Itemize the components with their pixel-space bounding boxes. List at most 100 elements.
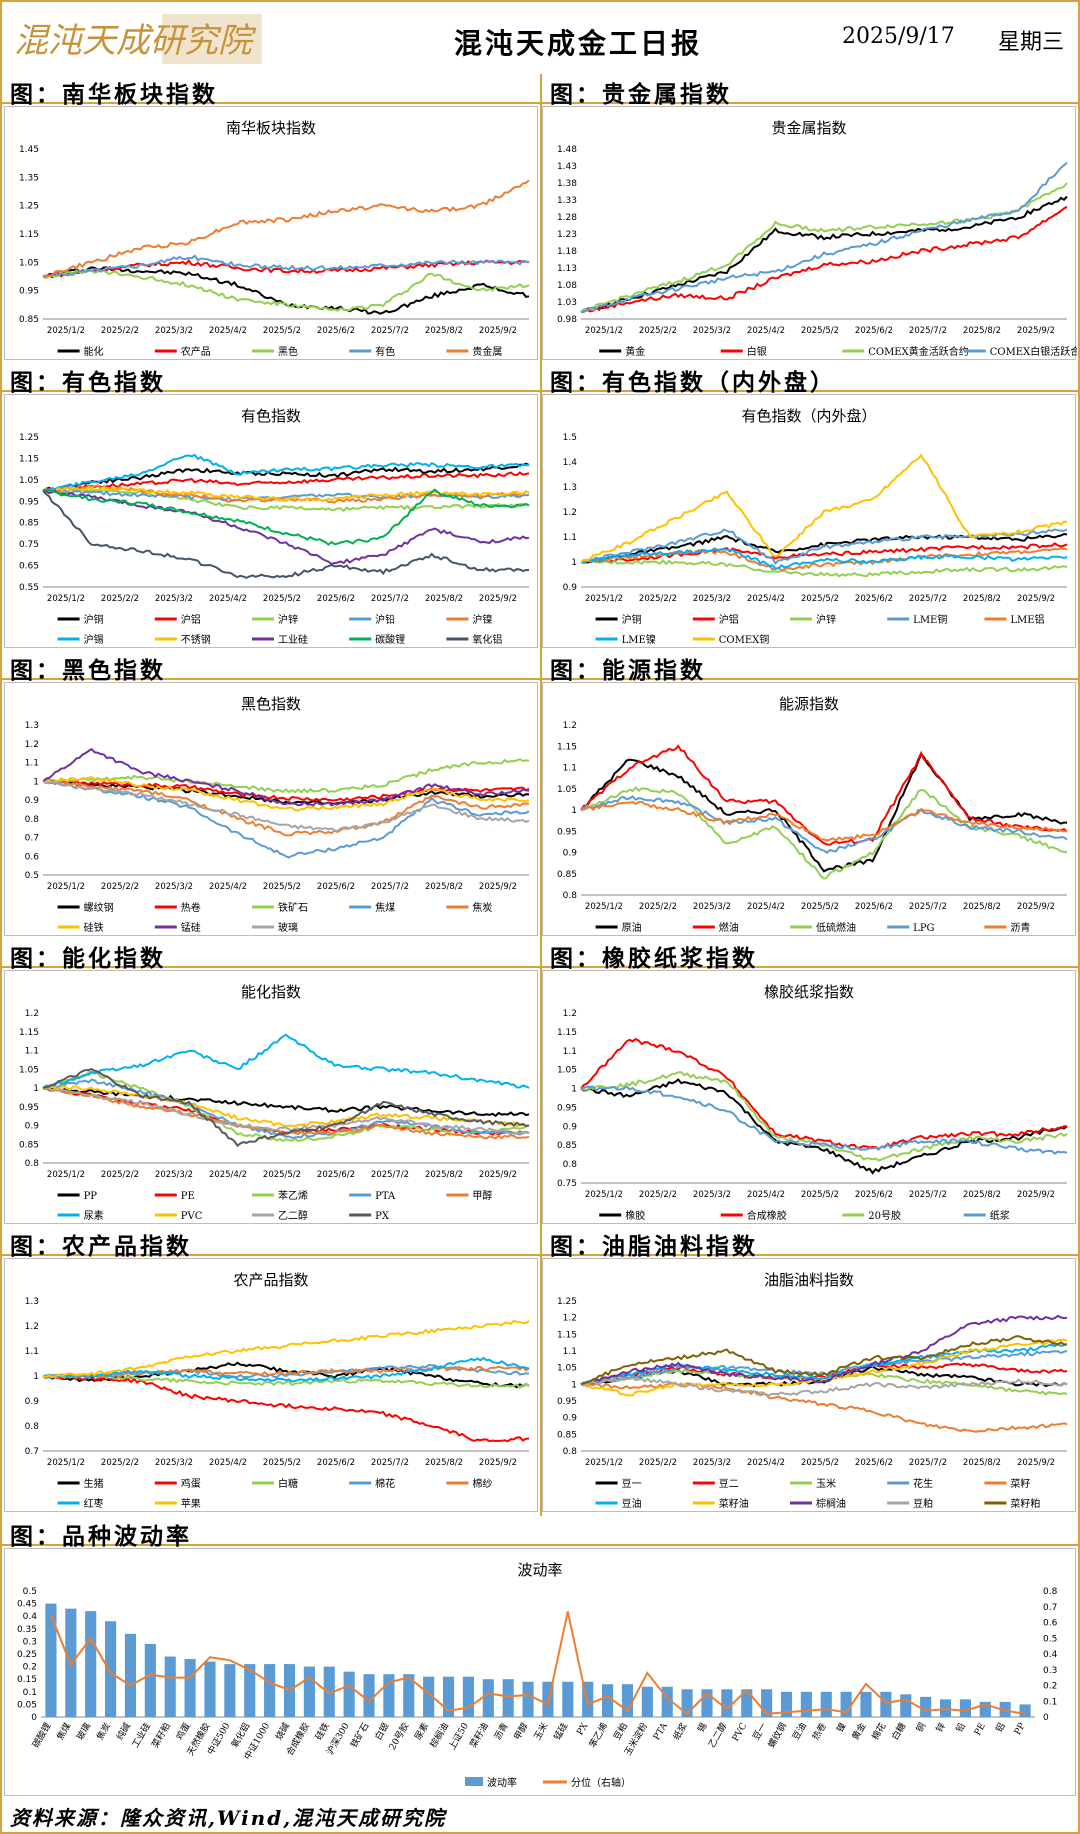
section-title: 图：油脂油料指数 bbox=[550, 1233, 758, 1260]
legend-label: 黑色 bbox=[278, 345, 298, 358]
y2-tick-label: 0.8 bbox=[1043, 1587, 1058, 1597]
section-title: 图：橡胶纸浆指数 bbox=[550, 945, 758, 972]
legend-label: LPG bbox=[913, 923, 934, 934]
chart-panel: 橡胶纸浆指数 1.2 1.15 1.1 1.05 1 0.95 0.9 0.85 0.8 0.75 2… bbox=[542, 970, 1076, 1224]
category-label: 铅 bbox=[953, 1721, 968, 1735]
source-footer: 资料来源：隆众资讯,Wind,混沌天成研究院 bbox=[10, 1806, 447, 1830]
y2-tick-label: 0.3 bbox=[1043, 1666, 1057, 1676]
y-tick-label: 1.43 bbox=[557, 162, 577, 172]
category-label: PTA bbox=[652, 1721, 670, 1742]
legend-label: PTA bbox=[375, 1191, 396, 1202]
section-title: 图：能源指数 bbox=[550, 657, 706, 684]
series-line-尿素 bbox=[42, 1033, 530, 1089]
y-tick-label: 1.1 bbox=[25, 1047, 39, 1057]
logo-icon: 混沌天成研究院 bbox=[14, 14, 262, 64]
category-label: 碳酸锂 bbox=[30, 1721, 54, 1750]
y-tick-label: 0.95 bbox=[19, 1103, 39, 1113]
y-tick-label: 0.8 bbox=[563, 1447, 578, 1457]
chart-panel: 南华板块指数 1.45 1.35 1.25 1.15 1.05 0.95 0.85 2025/1… bbox=[4, 106, 538, 360]
series-line-LME铝 bbox=[580, 547, 1068, 572]
x-tick-label: 2025/9/2 bbox=[1017, 326, 1055, 336]
x-tick-label: 2025/1/2 bbox=[585, 1458, 623, 1468]
y-tick-label: 0.5 bbox=[23, 1587, 37, 1597]
x-tick-label: 2025/7/2 bbox=[371, 1458, 409, 1468]
x-tick-label: 2025/1/2 bbox=[47, 326, 85, 336]
x-tick-label: 2025/5/2 bbox=[801, 902, 839, 912]
x-tick-label: 2025/7/2 bbox=[371, 594, 409, 604]
y-tick-label: 1.15 bbox=[557, 742, 577, 752]
volatility-bar-焦炭 bbox=[105, 1621, 117, 1717]
y2-tick-label: 0.5 bbox=[1043, 1634, 1057, 1644]
volatility-bar-合成橡胶 bbox=[303, 1666, 315, 1717]
legend-label: 棕榈油 bbox=[816, 1497, 846, 1510]
x-tick-label: 2025/3/2 bbox=[693, 1458, 731, 1468]
series-line-焦炭 bbox=[42, 780, 530, 837]
legend-label: PP bbox=[84, 1191, 98, 1202]
section-volatility: 图：品种波动率 bbox=[2, 1516, 1078, 1550]
series-line-铁矿石 bbox=[42, 758, 530, 794]
legend-label: 菜籽油 bbox=[719, 1497, 749, 1510]
volatility-bar-天然橡胶 bbox=[204, 1661, 216, 1717]
legend-label: 红枣 bbox=[84, 1497, 104, 1510]
x-tick-label: 2025/7/2 bbox=[909, 1190, 947, 1200]
y-tick-label: 0.55 bbox=[19, 583, 39, 593]
legend-label: 棉花 bbox=[375, 1477, 395, 1490]
y2-tick-label: 0.4 bbox=[1043, 1650, 1058, 1660]
x-tick-label: 2025/3/2 bbox=[693, 326, 731, 336]
legend-label: 白银 bbox=[747, 345, 767, 358]
y-tick-label: 1 bbox=[33, 1372, 39, 1382]
y-tick-label: 0.9 bbox=[563, 583, 578, 593]
legend-label: 豆一 bbox=[622, 1478, 642, 1490]
x-tick-label: 2025/1/2 bbox=[585, 902, 623, 912]
section-header: 图：油脂油料指数 bbox=[542, 1226, 1078, 1260]
volatility-bar-热卷 bbox=[820, 1691, 832, 1717]
category-label: 硅铁 bbox=[312, 1721, 331, 1743]
x-tick-label: 2025/2/2 bbox=[639, 326, 677, 336]
x-tick-label: 2025/1/2 bbox=[585, 594, 623, 604]
x-tick-label: 2025/5/2 bbox=[263, 1458, 301, 1468]
series-line-黑色 bbox=[42, 268, 530, 312]
series-line-有色 bbox=[42, 254, 530, 278]
series-line-合成橡胶 bbox=[580, 1037, 1068, 1151]
x-tick-label: 2025/8/2 bbox=[963, 902, 1001, 912]
y-tick-label: 1 bbox=[571, 558, 577, 568]
volatility-bar-碳酸锂 bbox=[45, 1603, 57, 1717]
series-line-白银 bbox=[580, 205, 1068, 314]
y-tick-label: 0.75 bbox=[557, 1179, 577, 1189]
category-label: 20号胶 bbox=[386, 1721, 411, 1753]
line-chart: 1.2 1.15 1.1 1.05 1 0.95 0.9 0.85 0.8 0.75 2025/1/… bbox=[557, 1009, 1068, 1222]
y-tick-label: 0.2 bbox=[23, 1663, 37, 1673]
volatility-chart: 0.5 0.45 0.4 0.35 0.3 0.25 0.2 0.15 0.1 0.05 0 0.8 0… bbox=[17, 1587, 1058, 1789]
x-tick-label: 2025/8/2 bbox=[425, 1170, 463, 1180]
x-tick-label: 2025/9/2 bbox=[1017, 594, 1055, 604]
volatility-bar-20号胶 bbox=[403, 1674, 415, 1717]
x-tick-label: 2025/5/2 bbox=[801, 594, 839, 604]
category-label: 螺纹钢 bbox=[765, 1721, 789, 1750]
y2-tick-label: 0.6 bbox=[1043, 1619, 1058, 1629]
x-tick-label: 2025/5/2 bbox=[263, 1170, 301, 1180]
volatility-bar-玉米淀粉 bbox=[641, 1686, 653, 1717]
y-tick-label: 1.2 bbox=[25, 740, 39, 750]
y-tick-label: 1.3 bbox=[25, 721, 39, 731]
chart-title: 农产品指数 bbox=[233, 1271, 309, 1289]
x-tick-label: 2025/2/2 bbox=[101, 1170, 139, 1180]
legend-label: 菜籽粕 bbox=[1010, 1497, 1040, 1510]
volatility-bar-尿素 bbox=[423, 1676, 435, 1717]
volatility-bar-玉米 bbox=[542, 1681, 554, 1717]
legend-label: 豆油 bbox=[622, 1497, 642, 1510]
series-line-硅铁 bbox=[42, 776, 530, 812]
legend-label: 贵金属 bbox=[472, 345, 502, 358]
legend-label: 沪铅 bbox=[375, 613, 395, 626]
series-line-黄金 bbox=[580, 195, 1068, 313]
series-line-豆粕 bbox=[580, 1376, 1068, 1397]
x-tick-label: 2025/6/2 bbox=[855, 326, 893, 336]
legend-label: 波动率 bbox=[487, 1776, 517, 1789]
series-line-PX bbox=[42, 1068, 530, 1148]
series-line-COMEX白银活跃合约 bbox=[580, 161, 1068, 314]
series-line-热卷 bbox=[42, 778, 530, 802]
x-tick-label: 2025/1/2 bbox=[47, 1458, 85, 1468]
legend-label: 玉米 bbox=[816, 1477, 836, 1490]
y-tick-label: 0.85 bbox=[19, 1140, 39, 1150]
y-tick-label: 1.08 bbox=[557, 281, 577, 291]
legend-label: COMEX铜 bbox=[719, 634, 770, 646]
